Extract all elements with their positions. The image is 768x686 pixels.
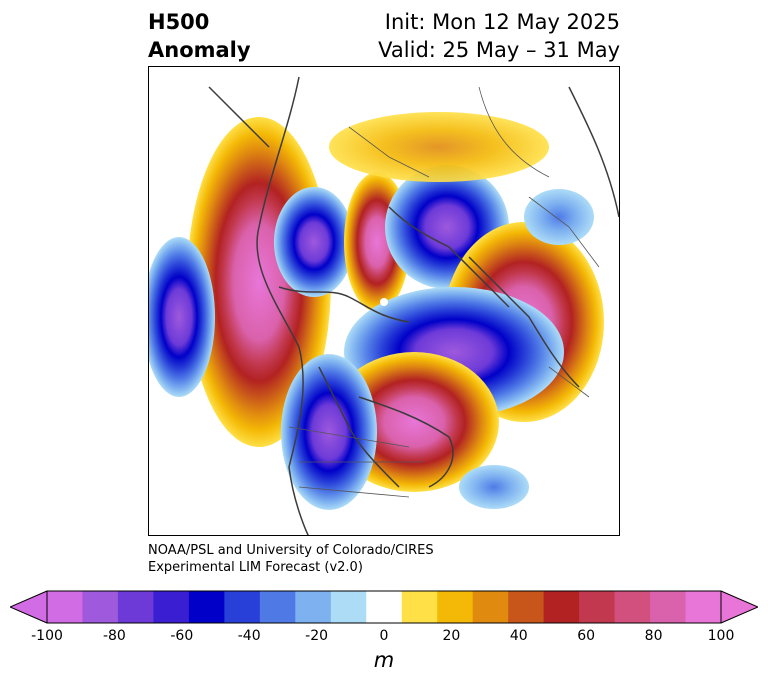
colorbar-cell <box>543 591 580 623</box>
colorbar-cell <box>47 591 84 623</box>
colorbar-cell <box>153 591 190 623</box>
colorbar-cell <box>508 591 545 623</box>
coastlines <box>208 76 619 535</box>
colorbar-cell <box>82 591 119 623</box>
colorbar-tick-label: -40 <box>237 628 261 644</box>
colorbar <box>10 590 758 624</box>
colorbar-cell <box>366 591 403 623</box>
colorbar-tick-label: -60 <box>170 628 194 644</box>
colorbar-cell <box>614 591 651 623</box>
anomaly-map-svg <box>149 76 619 535</box>
colorbar-cell <box>650 591 687 623</box>
colorbar-cell <box>685 591 722 623</box>
credit-line2: Experimental LIM Forecast (v2.0) <box>148 560 363 575</box>
colorbar-tick-label: 40 <box>509 628 528 644</box>
anomaly-neg-bering <box>149 237 215 397</box>
colorbar-cell <box>188 591 225 623</box>
colorbar-cell <box>437 591 474 623</box>
forecast-info: Init: Mon 12 May 2025 Valid: 25 May – 31… <box>378 8 620 64</box>
map-title: H500 Anomaly <box>148 8 251 64</box>
colorbar-tick-label: 80 <box>644 628 663 644</box>
valid-range: Valid: 25 May – 31 May <box>378 38 620 62</box>
map-title-line1: H500 <box>148 10 210 34</box>
colorbar-unit: m <box>373 648 395 672</box>
init-date: Init: Mon 12 May 2025 <box>384 10 620 34</box>
colorbar-tick-label: 100 <box>707 628 735 644</box>
colorbar-min-extension <box>10 591 47 623</box>
anomaly-pos-north-asia <box>329 112 549 182</box>
colorbar-tick-label: 20 <box>442 628 461 644</box>
colorbar-cell <box>579 591 616 623</box>
colorbar-cell <box>224 591 261 623</box>
colorbar-cell <box>295 591 332 623</box>
colorbar-tick-label: 60 <box>577 628 596 644</box>
credit-line1: NOAA/PSL and University of Colorado/CIRE… <box>148 543 434 558</box>
colorbar-tick-label: -80 <box>102 628 126 644</box>
colorbar-cell <box>472 591 509 623</box>
north-pole-marker <box>380 298 388 306</box>
colorbar-cell <box>401 591 438 623</box>
colorbar-tick-label: -100 <box>31 628 63 644</box>
map-title-line2: Anomaly <box>148 38 251 62</box>
colorbar-cell <box>330 591 367 623</box>
colorbar-cells <box>47 591 722 623</box>
anomaly-neg-atlantic <box>459 465 529 509</box>
colorbar-outline <box>46 590 722 624</box>
colorbar-tick-label: -20 <box>305 628 329 644</box>
borders <box>288 86 600 498</box>
colorbar-cell <box>117 591 155 623</box>
anomaly-neg-siberia <box>274 187 354 297</box>
anomaly-neg-western-us <box>281 354 377 510</box>
anomaly-neg-scandinavia <box>524 189 594 245</box>
colorbar-tick-label: 0 <box>379 628 389 644</box>
colorbar-ext-outline-right <box>720 590 758 624</box>
colorbar-cell <box>259 591 296 623</box>
colorbar-max-extension <box>721 591 758 623</box>
anomaly-map <box>148 66 620 536</box>
colorbar-ext-outline-left <box>10 590 48 624</box>
credit: NOAA/PSL and University of Colorado/CIRE… <box>148 542 434 576</box>
